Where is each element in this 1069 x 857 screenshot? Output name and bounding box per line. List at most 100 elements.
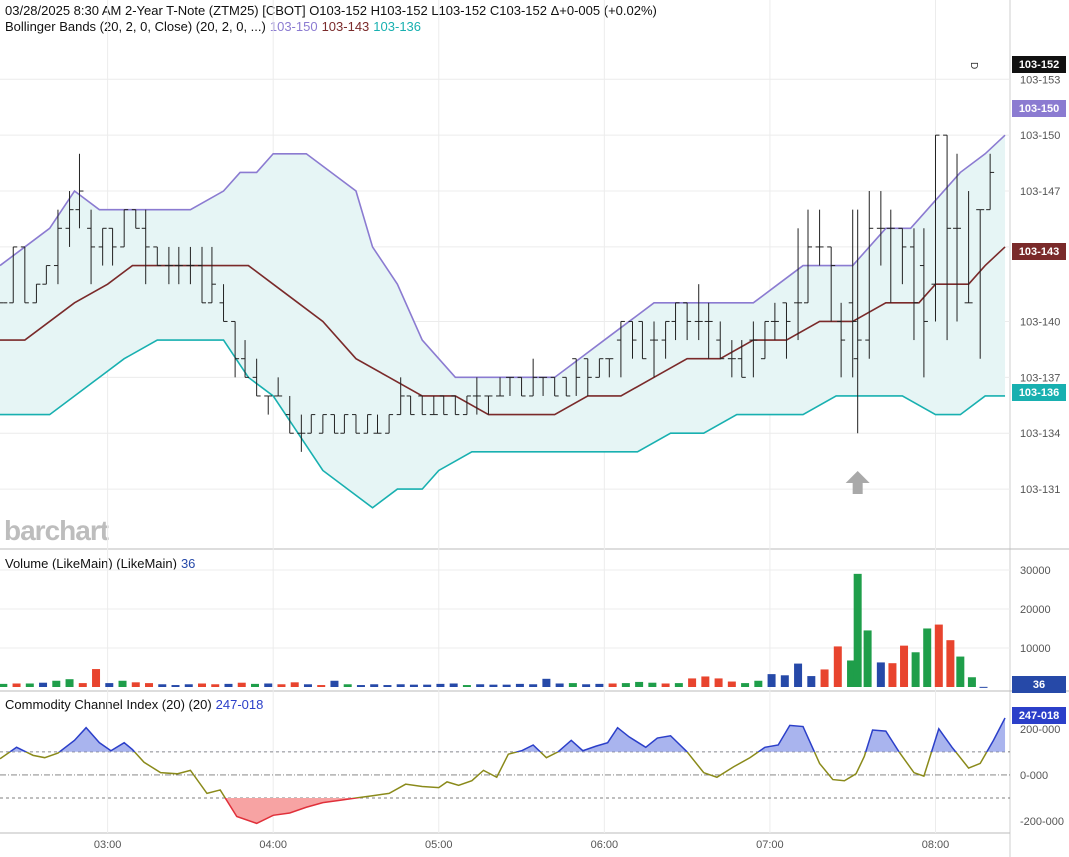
- ohlc-bar: [976, 209, 985, 359]
- volume-bar: [555, 683, 564, 687]
- ohlc-bar: [909, 228, 918, 341]
- bollinger-middle-line: [0, 246, 1006, 416]
- volume-bar: [0, 683, 8, 687]
- time-tick-label: 03:00: [94, 839, 122, 851]
- ohlc-bar: [605, 358, 614, 378]
- ohlc-bar: [98, 227, 107, 266]
- volume-value-badge: 36: [1033, 679, 1045, 691]
- volume-bar: [383, 685, 392, 687]
- quote-header: 03/28/2025 8:30 AM 2-Year T-Note (ZTM25)…: [5, 3, 657, 18]
- volume-bar: [462, 685, 471, 687]
- volume-bar: [39, 682, 48, 687]
- time-tick-label: 08:00: [922, 839, 950, 851]
- ohlc-bar: [572, 358, 581, 396]
- ohlc-bar: [297, 414, 306, 452]
- ohlc-bar: [53, 209, 62, 285]
- time-tick-label: 07:00: [756, 839, 784, 851]
- bb-upper-value: 103-150: [269, 19, 318, 34]
- ohlc-bar: [496, 377, 505, 397]
- volume-bar: [833, 646, 842, 687]
- ohlc-bar: [683, 302, 692, 341]
- ohlc-bar: [638, 320, 647, 360]
- volume-bar: [661, 683, 670, 687]
- ohlc-bar: [153, 246, 162, 267]
- cci-value-badge-bg: [1012, 707, 1066, 724]
- ohlc-bar: [865, 191, 874, 359]
- volume-bar: [727, 681, 736, 687]
- ohlc-bar: [815, 209, 824, 266]
- ohlc-bar: [219, 284, 228, 322]
- volume-bar: [502, 684, 511, 687]
- ohlc-bar: [770, 302, 779, 341]
- volume-bar: [714, 678, 723, 687]
- ohlc-bar: [207, 246, 216, 304]
- volume-bar: [946, 640, 955, 687]
- ohlc-bar: [837, 302, 846, 378]
- volume-bar: [277, 684, 286, 687]
- volume-bar: [52, 680, 61, 687]
- volume-bar: [847, 660, 856, 687]
- ohlc-bar: [517, 376, 526, 397]
- ohlc-bar: [804, 209, 812, 304]
- ohlc-bar: [505, 376, 514, 396]
- volume-bar: [12, 683, 21, 687]
- volume-bar: [741, 683, 750, 687]
- price-tick-label: 103-131: [1020, 484, 1060, 496]
- ohlc-bar: [42, 265, 51, 285]
- ohlc-bar: [351, 414, 360, 434]
- barchart-logo: barchart: [4, 515, 109, 546]
- volume-bar: [449, 683, 458, 687]
- volume-bar: [423, 684, 432, 687]
- ohlc-bar: [174, 246, 183, 285]
- event-icon: D: [968, 62, 979, 69]
- volume-bar: [211, 684, 220, 687]
- ohlc-bar: [943, 134, 952, 341]
- cci-value-badge: 247-018: [1019, 710, 1059, 722]
- cci-tick-label: 0-000: [1020, 770, 1048, 782]
- volume-bar: [198, 683, 206, 687]
- price-tick-label: 103-150: [1020, 130, 1060, 142]
- ohlc-bar: [20, 246, 29, 304]
- time-tick-label: 06:00: [591, 839, 619, 851]
- volume-bar: [290, 682, 299, 687]
- ohlc-bar: [108, 227, 117, 266]
- bollinger-band-fill: [0, 135, 1006, 508]
- ohlc-bar: [931, 134, 940, 322]
- volume-bar: [131, 682, 140, 687]
- ohlc-bar: [87, 209, 96, 285]
- cci-tick-label: 200-000: [1020, 724, 1060, 736]
- volume-bar: [65, 679, 74, 687]
- ohlc-bar: [953, 153, 962, 322]
- ohlc-bar: [141, 209, 150, 285]
- ohlc-bar: [848, 209, 857, 378]
- volume-bar: [250, 683, 259, 687]
- volume-bar: [171, 685, 180, 687]
- bb-lower-badge: 103-136: [1019, 387, 1059, 399]
- bb-mid-value: 103-143: [321, 19, 370, 34]
- ohlc-bar: [794, 228, 803, 341]
- volume-bar: [343, 684, 352, 687]
- ohlc-bar: [898, 227, 907, 285]
- volume-bar: [78, 683, 87, 687]
- ohlc-bar: [241, 340, 250, 378]
- ohlc-bar: [363, 414, 372, 434]
- ohlc-bar: [385, 414, 394, 434]
- ohlc-bar: [484, 395, 493, 415]
- price-tick-label: 103-147: [1020, 186, 1060, 198]
- volume-bar: [542, 678, 551, 687]
- cci-tick-label: -200-000: [1020, 816, 1064, 828]
- ohlc-bar: [429, 395, 438, 416]
- ohlc-bar: [75, 153, 84, 229]
- cci-line-neutral: [0, 751, 988, 799]
- volume-bar: [767, 674, 776, 687]
- volume-bar: [303, 684, 312, 687]
- volume-bar: [888, 663, 897, 687]
- volume-bar: [568, 683, 577, 687]
- ohlc-bar: [439, 395, 448, 416]
- volume-bar: [582, 684, 591, 687]
- ohlc-bar: [539, 376, 548, 396]
- ohlc-bar: [727, 340, 736, 378]
- bb-mid-badge-bg: [1012, 243, 1066, 260]
- ohlc-bar: [661, 320, 670, 359]
